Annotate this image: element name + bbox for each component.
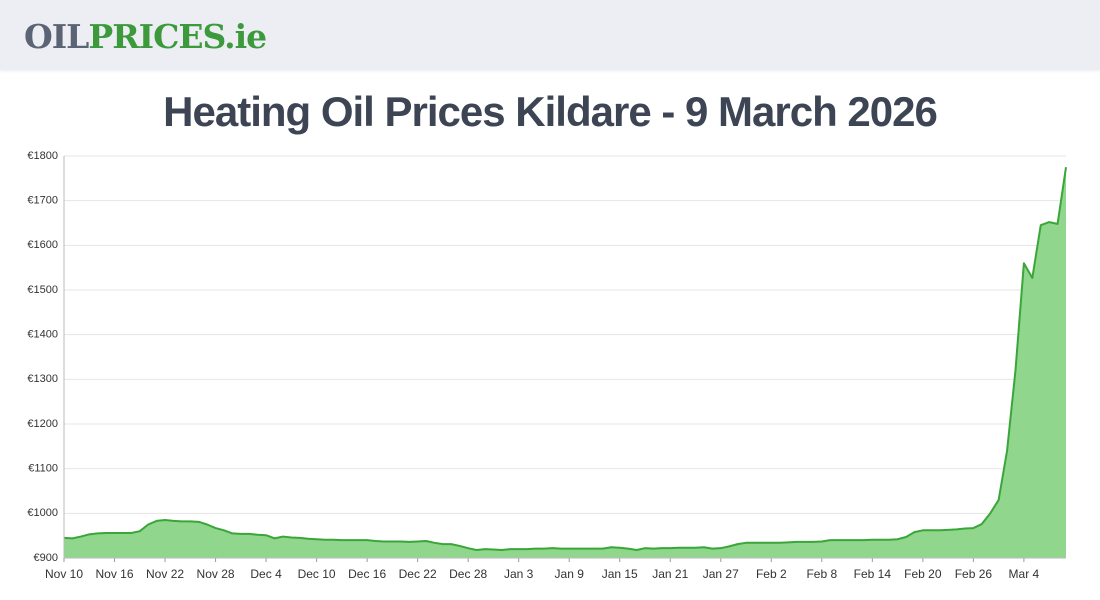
x-tick-label: Nov 28 [197, 567, 235, 581]
y-tick-label: €1400 [27, 329, 58, 341]
x-tick-label: Feb 8 [806, 567, 837, 581]
y-tick-label: €1100 [28, 463, 58, 475]
x-tick-label: Dec 4 [250, 567, 282, 581]
x-tick-label: Feb 20 [904, 567, 942, 581]
y-tick-label: €1600 [27, 239, 58, 251]
x-tick-label: Dec 10 [298, 567, 336, 581]
x-tick-label: Dec 22 [399, 567, 437, 581]
x-tick-label: Jan 21 [652, 567, 688, 581]
price-line [63, 167, 1067, 551]
logo-part: OIL [24, 17, 89, 56]
x-tick-label: Jan 15 [602, 567, 638, 581]
y-tick-label: €1200 [27, 418, 58, 430]
chart: Heating Oil Prices Kildare - 9 March 202… [27, 88, 1067, 581]
x-tick-label: Nov 16 [96, 567, 134, 581]
logo[interactable]: OILPRICES.ie [24, 17, 267, 56]
x-tick-label: Dec 16 [348, 567, 386, 581]
y-tick-label: €1300 [27, 373, 58, 385]
logo-part: PRICES.ie [88, 17, 267, 56]
y-tick-label: €1000 [27, 507, 58, 519]
y-tick-label: €1800 [27, 150, 58, 162]
x-tick-label: Feb 26 [955, 567, 993, 581]
y-tick-label: €900 [34, 552, 58, 564]
x-tick-label: Jan 9 [555, 567, 585, 581]
x-tick-label: Feb 2 [756, 567, 787, 581]
x-tick-label: Jan 3 [504, 567, 534, 581]
x-tick-label: Jan 27 [703, 567, 739, 581]
x-tick-label: Nov 22 [146, 567, 184, 581]
area-fill [64, 167, 1066, 559]
chart-title: Heating Oil Prices Kildare - 9 March 202… [163, 88, 937, 135]
x-tick-label: Dec 28 [449, 567, 487, 581]
x-tick-label: Nov 10 [45, 567, 83, 581]
y-tick-label: €1700 [27, 195, 58, 207]
x-tick-label: Mar 4 [1009, 567, 1040, 581]
header: OILPRICES.ie [0, 0, 1100, 70]
y-tick-label: €1500 [27, 284, 58, 296]
x-tick-label: Feb 14 [854, 567, 892, 581]
